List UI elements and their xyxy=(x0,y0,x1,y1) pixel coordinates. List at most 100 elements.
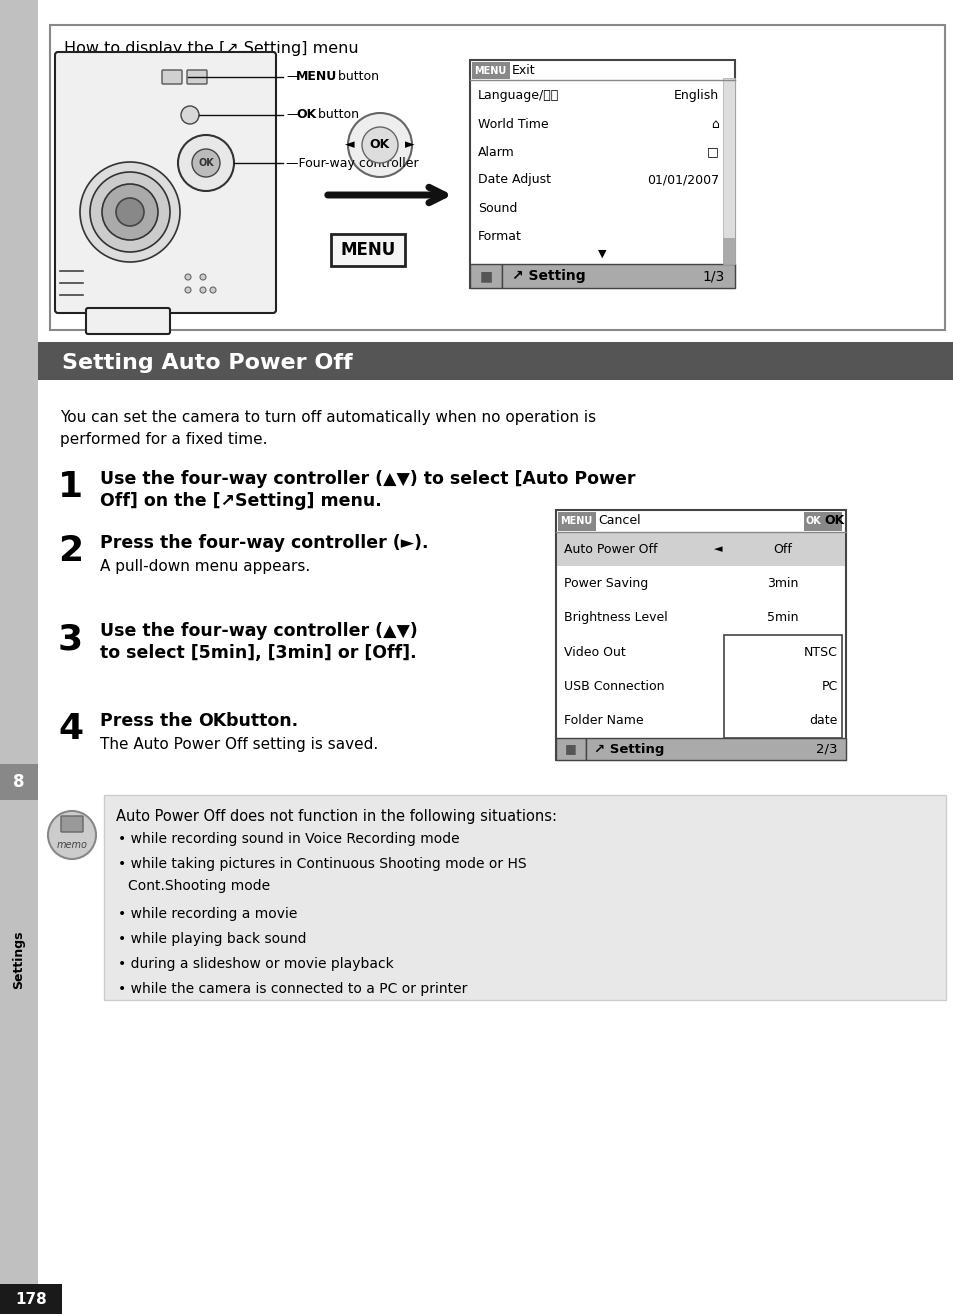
Text: Language/言語: Language/言語 xyxy=(477,89,558,102)
Text: Use the four-way controller (▲▼): Use the four-way controller (▲▼) xyxy=(100,622,417,640)
Text: OK: OK xyxy=(370,138,390,151)
Circle shape xyxy=(210,286,215,293)
Text: Cont.Shooting mode: Cont.Shooting mode xyxy=(128,879,270,894)
Text: —Four-way controller: —Four-way controller xyxy=(286,156,418,170)
Text: ■: ■ xyxy=(564,742,577,756)
Text: PC: PC xyxy=(821,681,837,692)
Text: MENU: MENU xyxy=(295,71,337,84)
Text: Folder Name: Folder Name xyxy=(563,715,643,728)
Text: • while taking pictures in Continuous Shooting mode or HS: • while taking pictures in Continuous Sh… xyxy=(118,857,526,871)
Text: 5min: 5min xyxy=(766,611,798,624)
Circle shape xyxy=(48,811,96,859)
Bar xyxy=(0,763,38,800)
FancyBboxPatch shape xyxy=(558,512,596,531)
Text: 3min: 3min xyxy=(766,577,798,590)
Text: Use the four-way controller (▲▼) to select [Auto Power: Use the four-way controller (▲▼) to sele… xyxy=(100,470,635,487)
Text: Press the four-way controller (►).: Press the four-way controller (►). xyxy=(100,533,428,552)
Text: 01/01/2007: 01/01/2007 xyxy=(646,173,719,187)
Bar xyxy=(0,0,38,1314)
Text: Cancel: Cancel xyxy=(598,515,640,527)
Text: English: English xyxy=(673,89,719,102)
Text: A pull-down menu appears.: A pull-down menu appears. xyxy=(100,558,310,574)
Circle shape xyxy=(361,127,397,163)
Text: Sound: Sound xyxy=(477,201,517,214)
Text: ↗ Setting: ↗ Setting xyxy=(594,742,663,756)
Text: memo: memo xyxy=(56,840,88,850)
Circle shape xyxy=(200,275,206,280)
Bar xyxy=(585,738,845,759)
FancyBboxPatch shape xyxy=(472,62,510,79)
Text: Power Saving: Power Saving xyxy=(563,577,648,590)
Text: Format: Format xyxy=(477,230,521,243)
Circle shape xyxy=(181,106,199,124)
Text: NTSC: NTSC xyxy=(803,645,837,658)
Text: OK: OK xyxy=(198,158,213,168)
Circle shape xyxy=(80,162,180,261)
Text: ↗ Setting: ↗ Setting xyxy=(512,269,585,283)
Bar xyxy=(723,635,841,738)
Text: □: □ xyxy=(706,146,719,159)
Text: USB Connection: USB Connection xyxy=(563,681,664,692)
Bar xyxy=(501,264,734,288)
Text: 2: 2 xyxy=(58,533,83,568)
Bar xyxy=(104,795,945,1000)
Text: Off] on the [↗Setting] menu.: Off] on the [↗Setting] menu. xyxy=(100,491,381,510)
Text: button: button xyxy=(334,71,378,84)
Text: • while recording sound in Voice Recording mode: • while recording sound in Voice Recordi… xyxy=(118,832,459,846)
Bar xyxy=(557,532,844,566)
Text: How to display the [↗ Setting] menu: How to display the [↗ Setting] menu xyxy=(64,41,358,57)
Bar xyxy=(722,78,734,264)
Bar xyxy=(38,342,953,380)
Text: Press the: Press the xyxy=(100,712,198,731)
Bar xyxy=(470,60,734,288)
Text: OK: OK xyxy=(198,712,226,731)
FancyBboxPatch shape xyxy=(55,53,275,313)
Circle shape xyxy=(185,286,191,293)
Bar xyxy=(556,510,845,759)
Text: button.: button. xyxy=(220,712,297,731)
Text: OK: OK xyxy=(823,515,843,527)
Text: • while playing back sound: • while playing back sound xyxy=(118,932,306,946)
Circle shape xyxy=(348,113,412,177)
FancyBboxPatch shape xyxy=(803,512,841,531)
Text: You can set the camera to turn off automatically when no operation is: You can set the camera to turn off autom… xyxy=(60,410,596,424)
Text: 1/3: 1/3 xyxy=(702,269,724,283)
Text: button: button xyxy=(314,109,358,121)
Text: Video Out: Video Out xyxy=(563,645,625,658)
FancyBboxPatch shape xyxy=(331,234,405,265)
Text: 1: 1 xyxy=(58,470,83,505)
FancyBboxPatch shape xyxy=(61,816,83,832)
Circle shape xyxy=(192,148,220,177)
FancyBboxPatch shape xyxy=(187,70,207,84)
Bar xyxy=(50,25,944,330)
Text: MENU: MENU xyxy=(474,66,506,76)
Text: Off: Off xyxy=(773,543,792,556)
Text: 2/3: 2/3 xyxy=(816,742,837,756)
Text: date: date xyxy=(809,715,837,728)
Text: 8: 8 xyxy=(13,773,25,791)
Text: 178: 178 xyxy=(15,1292,47,1306)
Text: ▼: ▼ xyxy=(598,248,605,259)
Circle shape xyxy=(90,172,170,252)
Text: OK: OK xyxy=(295,109,315,121)
Text: ⌂: ⌂ xyxy=(710,117,719,130)
Text: —: — xyxy=(286,109,298,121)
Text: The Auto Power Off setting is saved.: The Auto Power Off setting is saved. xyxy=(100,737,377,752)
Text: Date Adjust: Date Adjust xyxy=(477,173,551,187)
Circle shape xyxy=(200,286,206,293)
Text: to select [5min], [3min] or [Off].: to select [5min], [3min] or [Off]. xyxy=(100,644,416,662)
Bar xyxy=(470,264,501,288)
Text: Exit: Exit xyxy=(512,64,535,78)
Circle shape xyxy=(116,198,144,226)
FancyBboxPatch shape xyxy=(86,307,170,334)
Text: ◄: ◄ xyxy=(345,138,355,151)
Bar xyxy=(0,1284,62,1314)
Text: 3: 3 xyxy=(58,622,83,656)
Circle shape xyxy=(102,184,158,240)
Text: ◄: ◄ xyxy=(713,544,721,555)
Text: • while the camera is connected to a PC or printer: • while the camera is connected to a PC … xyxy=(118,982,467,996)
Text: 4: 4 xyxy=(58,712,83,746)
Bar xyxy=(722,238,734,264)
FancyBboxPatch shape xyxy=(162,70,182,84)
Text: —: — xyxy=(286,71,298,84)
